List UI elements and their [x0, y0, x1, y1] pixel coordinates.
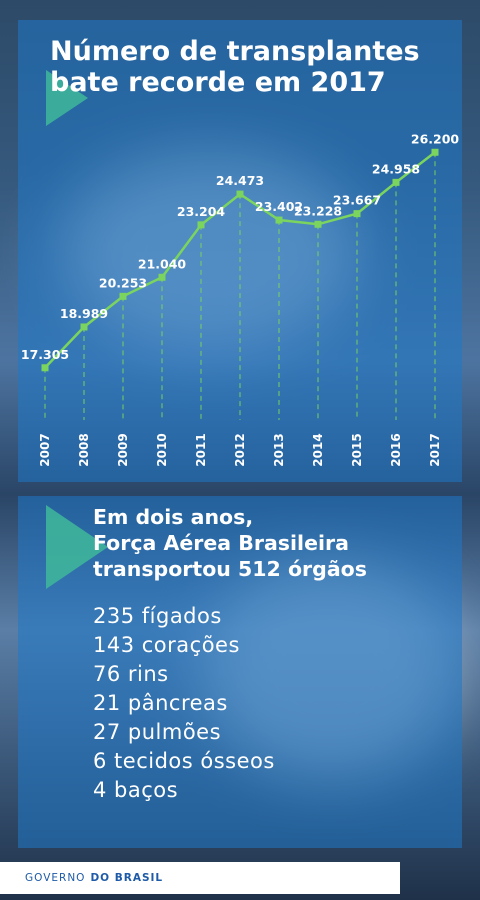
x-tick-label: 2012 — [233, 433, 247, 466]
data-label: 26.200 — [411, 131, 460, 146]
x-tick-label: 2008 — [77, 433, 91, 466]
organ-list: 235 fígados 143 corações 76 rins 21 pânc… — [93, 602, 275, 805]
data-point — [197, 221, 205, 229]
data-point — [236, 190, 244, 198]
data-point — [80, 323, 88, 331]
x-tick-label: 2017 — [428, 433, 442, 466]
data-label: 21.040 — [138, 256, 187, 271]
accent-triangle — [46, 70, 88, 126]
footer-bar: GOVERNO DO BRASIL — [0, 862, 400, 894]
data-point — [275, 216, 283, 224]
data-label: 23.228 — [294, 203, 342, 218]
data-point — [353, 210, 361, 218]
data-point — [41, 364, 49, 372]
data-label: 23.667 — [333, 193, 381, 208]
data-point — [158, 273, 166, 281]
data-label: 24.473 — [216, 173, 264, 188]
data-point — [314, 220, 322, 228]
headline: Em dois anos, Força Aérea Brasileira tra… — [93, 504, 463, 582]
x-tick-label: 2011 — [194, 433, 208, 466]
x-tick-label: 2014 — [311, 433, 325, 466]
footer-logo-text: GOVERNO — [25, 872, 86, 884]
x-tick-label: 2009 — [116, 433, 130, 466]
organ-item: 27 pulmões — [93, 720, 222, 744]
headline-line: Força Aérea Brasileira — [93, 531, 349, 555]
organ-item: 6 tecidos ósseos — [93, 749, 275, 773]
headline-line: Em dois anos, — [93, 505, 254, 529]
x-tick-label: 2015 — [350, 433, 364, 466]
organ-item: 76 rins — [93, 662, 169, 686]
footer-logo-text-bold: DO BRASIL — [90, 872, 164, 884]
organ-item: 143 corações — [93, 633, 240, 657]
accent-triangle — [46, 505, 108, 589]
organ-item: 235 fígados — [93, 604, 222, 628]
x-tick-label: 2013 — [272, 433, 286, 466]
data-point — [119, 292, 127, 300]
chart-title: Número de transplantes bate recorde em 2… — [50, 36, 420, 98]
x-tick-label: 2007 — [38, 433, 52, 466]
data-label: 18.989 — [60, 306, 108, 321]
x-tick-label: 2010 — [155, 433, 169, 466]
data-label: 17.305 — [21, 347, 69, 362]
data-label: 23.402 — [255, 199, 303, 214]
data-label: 24.958 — [372, 161, 420, 176]
x-tick-label: 2016 — [389, 433, 403, 466]
organ-item: 21 pâncreas — [93, 691, 228, 715]
organ-item: 4 baços — [93, 778, 179, 802]
data-label: 20.253 — [99, 275, 147, 290]
data-point — [392, 178, 400, 186]
headline-line: transportou 512 órgãos — [93, 557, 367, 581]
line-chart: 17.305 18.989 20.253 21.040 23.204 24.473 23.4… — [21, 131, 460, 466]
data-point — [431, 148, 439, 156]
data-label: 23.204 — [177, 204, 226, 219]
